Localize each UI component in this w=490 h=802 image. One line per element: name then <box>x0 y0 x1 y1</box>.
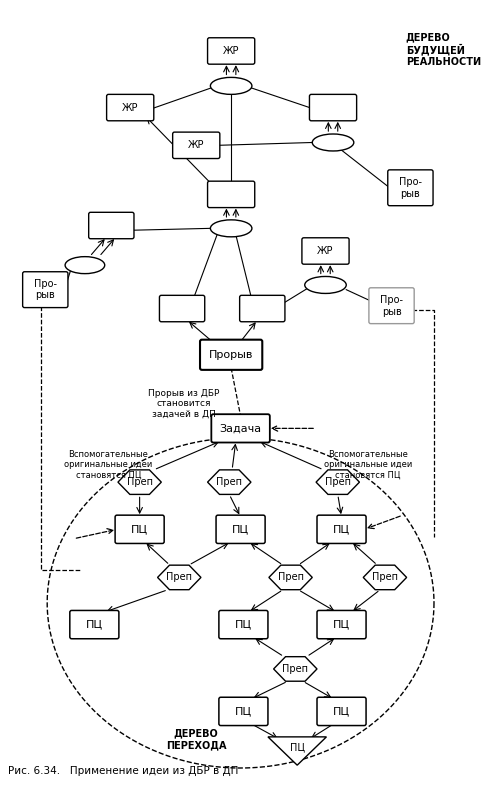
Ellipse shape <box>312 134 354 151</box>
Polygon shape <box>316 470 360 494</box>
Text: Преп: Преп <box>126 477 152 487</box>
Text: Задача: Задача <box>220 423 262 433</box>
Text: Преп: Преп <box>216 477 242 487</box>
Text: Прорыв: Прорыв <box>209 350 253 360</box>
Text: ПЦ: ПЦ <box>333 620 350 630</box>
Text: ПЦ: ПЦ <box>235 620 252 630</box>
Text: Про-
рыв: Про- рыв <box>399 177 422 199</box>
Ellipse shape <box>65 257 105 273</box>
Text: ПЦ: ПЦ <box>235 707 252 716</box>
FancyBboxPatch shape <box>23 272 68 308</box>
FancyBboxPatch shape <box>208 181 255 208</box>
FancyBboxPatch shape <box>317 610 366 638</box>
FancyBboxPatch shape <box>200 340 262 370</box>
Polygon shape <box>273 657 317 681</box>
Text: ЖР: ЖР <box>317 246 334 256</box>
Ellipse shape <box>305 277 346 294</box>
FancyBboxPatch shape <box>159 295 205 322</box>
Text: ЖР: ЖР <box>223 46 240 56</box>
FancyBboxPatch shape <box>172 132 220 159</box>
Text: ПЦ: ПЦ <box>333 525 350 534</box>
Text: Преп: Преп <box>372 573 398 582</box>
Polygon shape <box>363 565 407 589</box>
Text: Преп: Преп <box>166 573 192 582</box>
Text: ЖР: ЖР <box>188 140 204 150</box>
Text: ПЦ: ПЦ <box>131 525 148 534</box>
Ellipse shape <box>210 220 252 237</box>
Text: ПЦ: ПЦ <box>333 707 350 716</box>
FancyBboxPatch shape <box>240 295 285 322</box>
Text: ДЕРЕВО
БУДУЩЕЙ
РЕАЛЬНОСТИ: ДЕРЕВО БУДУЩЕЙ РЕАЛЬНОСТИ <box>406 32 481 67</box>
Polygon shape <box>269 565 312 589</box>
FancyBboxPatch shape <box>369 288 414 324</box>
Text: ПЦ: ПЦ <box>86 620 103 630</box>
Text: Вспомогательные
оригинальные идеи
становятся ПЦ: Вспомогательные оригинальные идеи станов… <box>324 450 412 480</box>
FancyBboxPatch shape <box>115 515 164 544</box>
Text: Про-
рыв: Про- рыв <box>34 279 57 301</box>
Text: ПЦ: ПЦ <box>290 743 305 752</box>
FancyBboxPatch shape <box>216 515 265 544</box>
Text: Преп: Преп <box>282 664 308 674</box>
Text: Преп: Преп <box>278 573 304 582</box>
FancyBboxPatch shape <box>70 610 119 638</box>
FancyBboxPatch shape <box>211 414 270 443</box>
Text: Вспомогательные
оригинальные идеи
становятся ПЦ: Вспомогательные оригинальные идеи станов… <box>64 450 152 480</box>
Text: Про-
рыв: Про- рыв <box>380 295 403 317</box>
FancyBboxPatch shape <box>317 697 366 726</box>
Text: Преп: Преп <box>325 477 351 487</box>
Polygon shape <box>208 470 251 494</box>
Polygon shape <box>268 737 326 765</box>
FancyBboxPatch shape <box>219 697 268 726</box>
FancyBboxPatch shape <box>310 95 357 121</box>
Text: Рис. 6.34.   Применение идеи из ДБР в ДП: Рис. 6.34. Применение идеи из ДБР в ДП <box>7 766 238 776</box>
FancyBboxPatch shape <box>317 515 366 544</box>
Text: ЖР: ЖР <box>122 103 139 112</box>
FancyBboxPatch shape <box>107 95 154 121</box>
Text: ПЦ: ПЦ <box>232 525 249 534</box>
Text: ДЕРЕВО
ПЕРЕХОДА: ДЕРЕВО ПЕРЕХОДА <box>166 728 226 750</box>
Ellipse shape <box>210 77 252 95</box>
FancyBboxPatch shape <box>388 170 433 205</box>
Polygon shape <box>118 470 161 494</box>
FancyBboxPatch shape <box>208 38 255 64</box>
FancyBboxPatch shape <box>219 610 268 638</box>
Text: Прорыв из ДБР
становится
задачей в ДП: Прорыв из ДБР становится задачей в ДП <box>148 389 220 419</box>
Polygon shape <box>158 565 201 589</box>
FancyBboxPatch shape <box>302 237 349 264</box>
FancyBboxPatch shape <box>89 213 134 239</box>
